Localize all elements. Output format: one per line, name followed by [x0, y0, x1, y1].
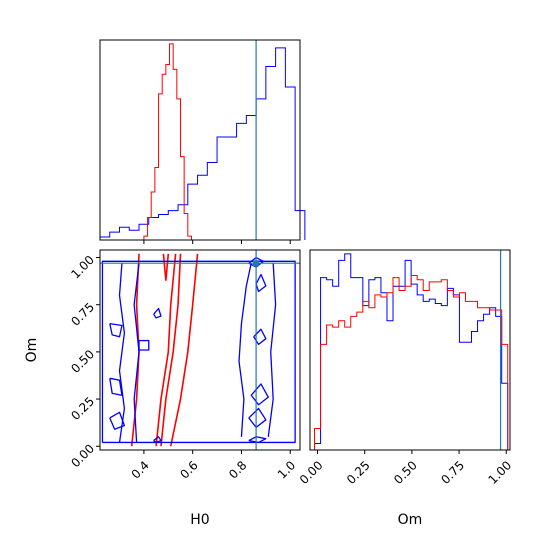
contour-model_a-2: [133, 263, 140, 443]
y-axis-label: Om: [24, 338, 40, 363]
truth-marker: [253, 260, 260, 267]
contour-model_a-3: [109, 411, 126, 430]
x-tick-label: 0.75: [438, 458, 467, 487]
joint-contour-panel: 0.4 0.6 0.8 1.0 0.00 0.25 0.50 0.75 1.00 H0 Om: [24, 249, 301, 528]
contour-model_a-14: [250, 383, 269, 406]
y-tick-label: 1.00: [68, 253, 97, 282]
contour-model_a-7: [153, 436, 162, 444]
y-tick-label: 0.25: [68, 394, 97, 423]
x-tick-label: 0.50: [391, 458, 420, 487]
axes-frame: [99, 39, 301, 241]
y-tick-label: 0.00: [68, 441, 97, 470]
contour-model_a-12: [267, 263, 277, 437]
x-tick-label: 1.0: [275, 458, 298, 481]
x-axis-label: H0: [190, 512, 209, 528]
contour-model_a-1: [118, 263, 126, 443]
x-tick-label: 0.4: [129, 458, 152, 481]
x-tick-label: 0.00: [297, 458, 326, 487]
om-marginal-panel: 0.00 0.25 0.50 0.75 1.00 Om: [297, 249, 514, 528]
contour-model_a-9: [248, 436, 267, 444]
axes-frame: [309, 249, 511, 451]
contour-model_b-2: [160, 253, 182, 447]
contour-model_a-11: [238, 263, 252, 437]
contour-model_a-15: [253, 328, 267, 345]
contour-model_b-1: [155, 253, 177, 447]
axes-frame: [99, 249, 301, 451]
histogram-model_b: [143, 43, 192, 240]
histogram-model_a: [99, 47, 306, 240]
x-tick-label: 0.25: [344, 458, 373, 487]
contour-model_a-6: [138, 339, 150, 351]
x-tick-label: 0.8: [226, 458, 249, 481]
contour-model_a-4: [109, 377, 123, 396]
x-tick-label: 0.6: [177, 458, 200, 481]
contour-model_a-16: [255, 273, 267, 293]
contour-model_b-4: [162, 253, 170, 281]
contour-lines: [101, 253, 296, 447]
y-tick-label: 0.50: [68, 347, 97, 376]
x-axis-label: Om: [398, 512, 423, 528]
contour-model_a-13: [248, 407, 267, 429]
histogram-model_b: [314, 274, 509, 450]
contour-model_a-0: [101, 260, 296, 444]
contour-model_b-3: [169, 253, 199, 447]
x-tick-label: 1.00: [485, 458, 514, 487]
h0-marginal-panel: [99, 39, 306, 244]
contour-model_a-8: [153, 307, 162, 319]
y-tick-label: 0.75: [68, 300, 97, 329]
contour-model_a-5: [109, 322, 123, 338]
